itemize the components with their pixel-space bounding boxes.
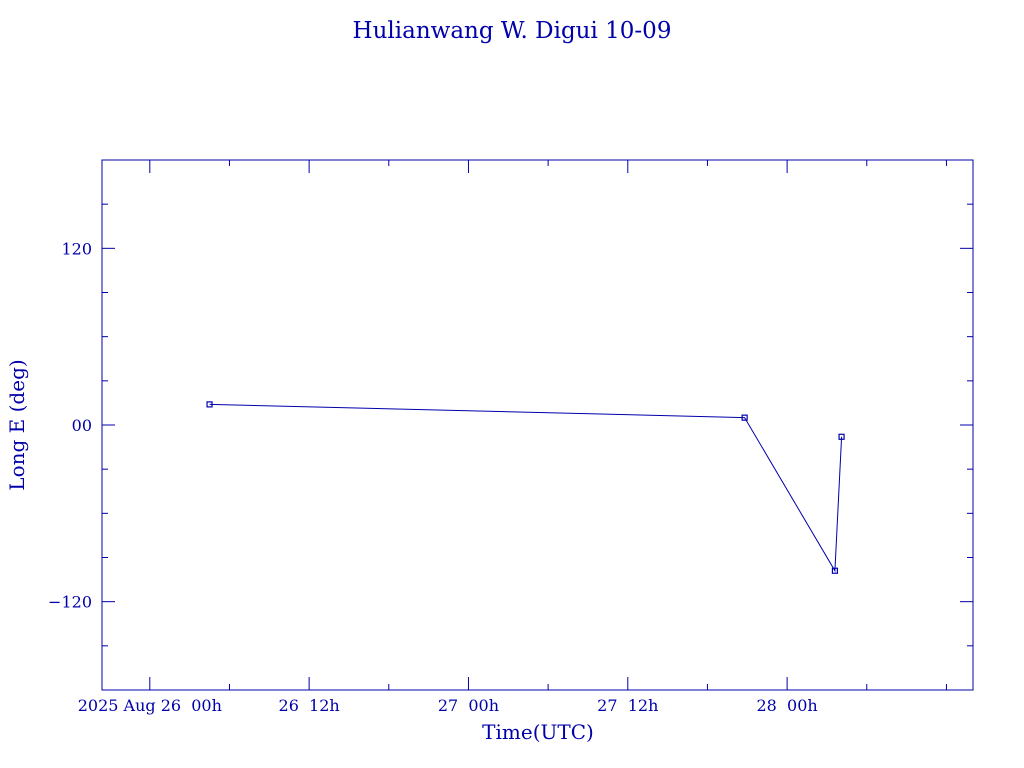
y-axis-label: Long E (deg) [5,359,29,490]
data-point-marker [741,414,748,421]
data-point-marker [838,433,845,440]
x-axis-label: Time(UTC) [482,720,594,744]
plot-frame [101,159,974,691]
x-tick-label: 27 12h [597,696,658,715]
data-point-marker [206,401,213,408]
y-tick-label: 120 [61,239,92,258]
x-tick-label: 2025 Aug 26 00h [78,696,222,715]
y-tick-label: 00 [72,416,92,435]
x-tick-label: 28 00h [757,696,818,715]
x-tick-label: 27 00h [438,696,499,715]
x-tick-label: 26 12h [279,696,340,715]
data-point-marker [831,567,839,574]
series-layer [206,401,845,574]
y-tick-label: −120 [48,593,92,612]
ticks-layer: −120 00 120 2025 Aug 26 00h 26 12h 27 00h 27 1… [48,160,973,715]
series-line [209,403,843,573]
chart-title: Hulianwang W. Digui 10-09 [353,18,672,44]
